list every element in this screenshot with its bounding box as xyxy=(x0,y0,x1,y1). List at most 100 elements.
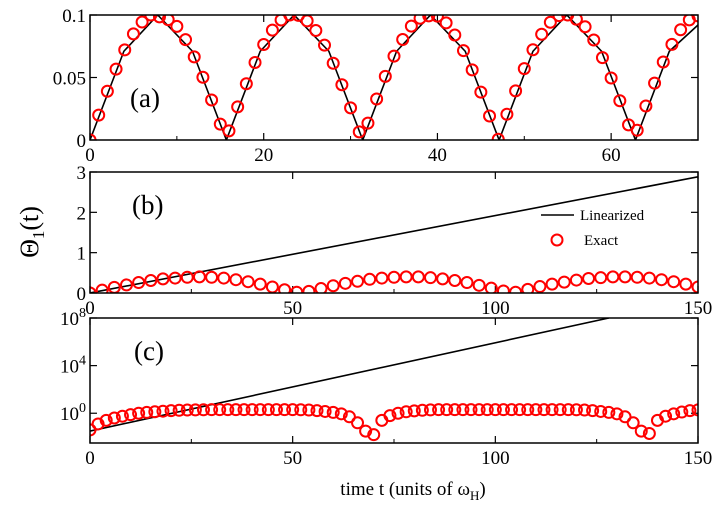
x-tick-label: 20 xyxy=(254,145,273,166)
exact-point xyxy=(655,273,669,287)
exact-point xyxy=(326,279,340,293)
exact-point xyxy=(488,403,502,417)
exact-point xyxy=(148,405,162,419)
exact-point xyxy=(634,424,648,438)
exact-point xyxy=(517,62,531,76)
exact-point xyxy=(180,270,194,284)
exact-point xyxy=(107,411,121,425)
exact-point xyxy=(439,16,453,30)
x-tick-label: 150 xyxy=(684,448,713,469)
exact-point xyxy=(569,273,583,287)
exact-point xyxy=(205,403,219,417)
exact-point xyxy=(595,51,609,65)
exact-point xyxy=(472,403,486,417)
exact-point xyxy=(302,403,316,417)
exact-point xyxy=(269,403,283,417)
exact-point xyxy=(483,109,497,123)
exact-point xyxy=(569,15,583,26)
exact-point xyxy=(99,413,113,427)
panel-b: 0 50 100 150 0 1 2 3 (b) Linearized Exact xyxy=(77,163,713,319)
exact-point xyxy=(351,416,365,430)
exact-point xyxy=(100,84,114,98)
exact-point xyxy=(217,271,231,285)
exact-point xyxy=(691,280,698,293)
exact-point xyxy=(144,274,158,287)
exact-point xyxy=(118,43,132,57)
exact-point xyxy=(674,23,688,37)
exact-point xyxy=(205,93,219,107)
exact-point xyxy=(253,277,267,291)
y-tick-label: 0.1 xyxy=(62,6,86,27)
exact-point xyxy=(363,272,377,286)
exact-point xyxy=(391,406,405,420)
exact-point xyxy=(334,407,348,421)
exact-point xyxy=(561,403,575,417)
y-axis-label: Θ1(t) xyxy=(15,206,48,258)
panel-c-frame xyxy=(89,317,699,444)
exact-point xyxy=(338,276,352,290)
exact-point xyxy=(472,278,486,292)
x-tick-label: 0 xyxy=(85,145,95,166)
exact-point xyxy=(241,275,255,289)
exact-point xyxy=(302,284,316,293)
exact-point xyxy=(396,33,410,46)
panel-a-frame xyxy=(89,14,699,141)
exact-point xyxy=(222,124,236,138)
exact-point xyxy=(691,15,698,23)
exact-point xyxy=(132,406,146,420)
y-tick-label: 0 xyxy=(77,284,87,305)
x-tick-label: 0 xyxy=(85,448,95,469)
exact-point xyxy=(415,403,429,417)
exact-point xyxy=(474,85,488,99)
exact-point xyxy=(109,62,123,76)
exact-point xyxy=(132,276,146,290)
exact-point xyxy=(484,281,498,293)
exact-point xyxy=(352,125,366,139)
exact-point xyxy=(370,92,384,106)
exact-point xyxy=(170,19,184,33)
exact-point xyxy=(126,27,140,41)
y-tick-label: 3 xyxy=(77,163,87,184)
exact-point xyxy=(533,280,547,293)
y-tick-label: 108 xyxy=(60,306,86,330)
exact-point xyxy=(521,282,535,293)
x-tick-label: 100 xyxy=(481,298,510,319)
exact-point xyxy=(642,271,656,285)
panel-c-label: (c) xyxy=(134,336,164,366)
y-tick-label: 100 xyxy=(60,401,86,425)
exact-point xyxy=(351,274,365,288)
exact-point xyxy=(423,403,437,417)
exact-point xyxy=(604,71,618,85)
exact-point xyxy=(642,426,656,440)
exact-point xyxy=(172,403,186,417)
exact-point xyxy=(164,404,178,418)
exact-point xyxy=(545,277,559,291)
exact-point xyxy=(456,403,470,417)
exact-point xyxy=(229,273,243,287)
exact-point xyxy=(639,99,653,113)
exact-point xyxy=(344,101,358,115)
exact-point xyxy=(261,403,275,417)
exact-point xyxy=(290,285,304,293)
exact-point xyxy=(387,49,401,63)
exact-point xyxy=(500,107,514,121)
exact-point xyxy=(594,404,608,418)
exact-point xyxy=(92,108,106,122)
exact-point xyxy=(526,43,540,57)
exact-point xyxy=(602,405,616,419)
y-tick-label: 104 xyxy=(60,354,86,378)
exact-point xyxy=(196,403,210,417)
x-tick-label: 150 xyxy=(684,298,713,319)
exact-point xyxy=(557,275,571,289)
exact-point xyxy=(309,24,323,37)
exact-point xyxy=(480,403,494,417)
exact-point xyxy=(675,405,689,419)
legend-exact-label: Exact xyxy=(584,233,619,249)
panel-b-label: (b) xyxy=(132,190,163,220)
exact-point xyxy=(582,271,596,285)
exact-point xyxy=(237,403,251,417)
exact-point xyxy=(432,403,446,417)
exact-point xyxy=(613,94,627,108)
exact-point xyxy=(326,56,340,70)
